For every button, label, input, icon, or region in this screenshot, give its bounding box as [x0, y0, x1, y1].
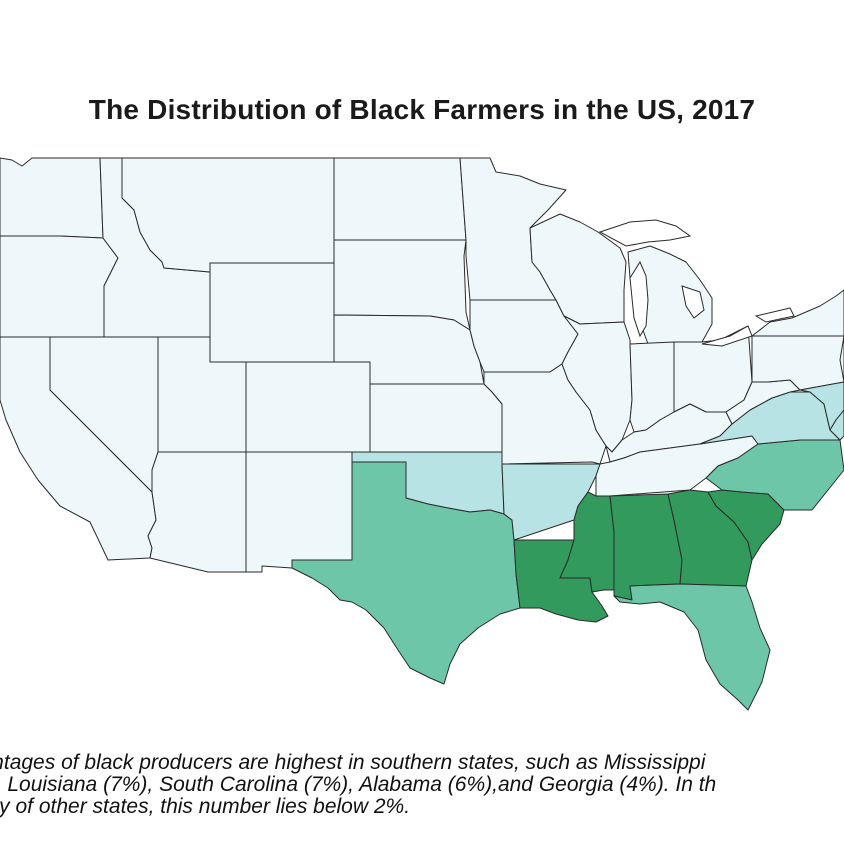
map-title: The Distribution of Black Farmers in the… [88, 94, 756, 125]
state-north-dakota [333, 157, 467, 241]
state-colorado [245, 361, 371, 453]
lake-5 [754, 307, 795, 323]
state-wyoming [209, 262, 335, 363]
caption-line-1: centages of black producers are highest … [0, 752, 706, 774]
state-oregon [0, 235, 119, 338]
state-washington [0, 157, 104, 239]
lake-3 [681, 285, 705, 319]
state-florida [613, 583, 771, 711]
lake-2 [629, 260, 649, 338]
state-new-york [751, 289, 844, 337]
state-mississippi [559, 491, 615, 593]
state-pennsylvania [751, 335, 844, 391]
state-new-mexico [245, 451, 353, 573]
state-new-jersey [839, 335, 844, 383]
caption-line-3: ority of other states, this number lies … [0, 795, 411, 818]
state-delaware [829, 409, 844, 441]
map-caption: centages of black producers are highest … [0, 752, 844, 818]
caption-line-2: %), Louisiana (7%), South Carolina (7%),… [0, 773, 717, 796]
state-texas [291, 461, 521, 685]
state-kansas [369, 383, 503, 453]
lake-1 [598, 219, 692, 247]
great-lakes [598, 219, 795, 347]
lake-4 [701, 325, 753, 347]
state-arizona [147, 451, 247, 573]
state-layer [0, 157, 844, 711]
